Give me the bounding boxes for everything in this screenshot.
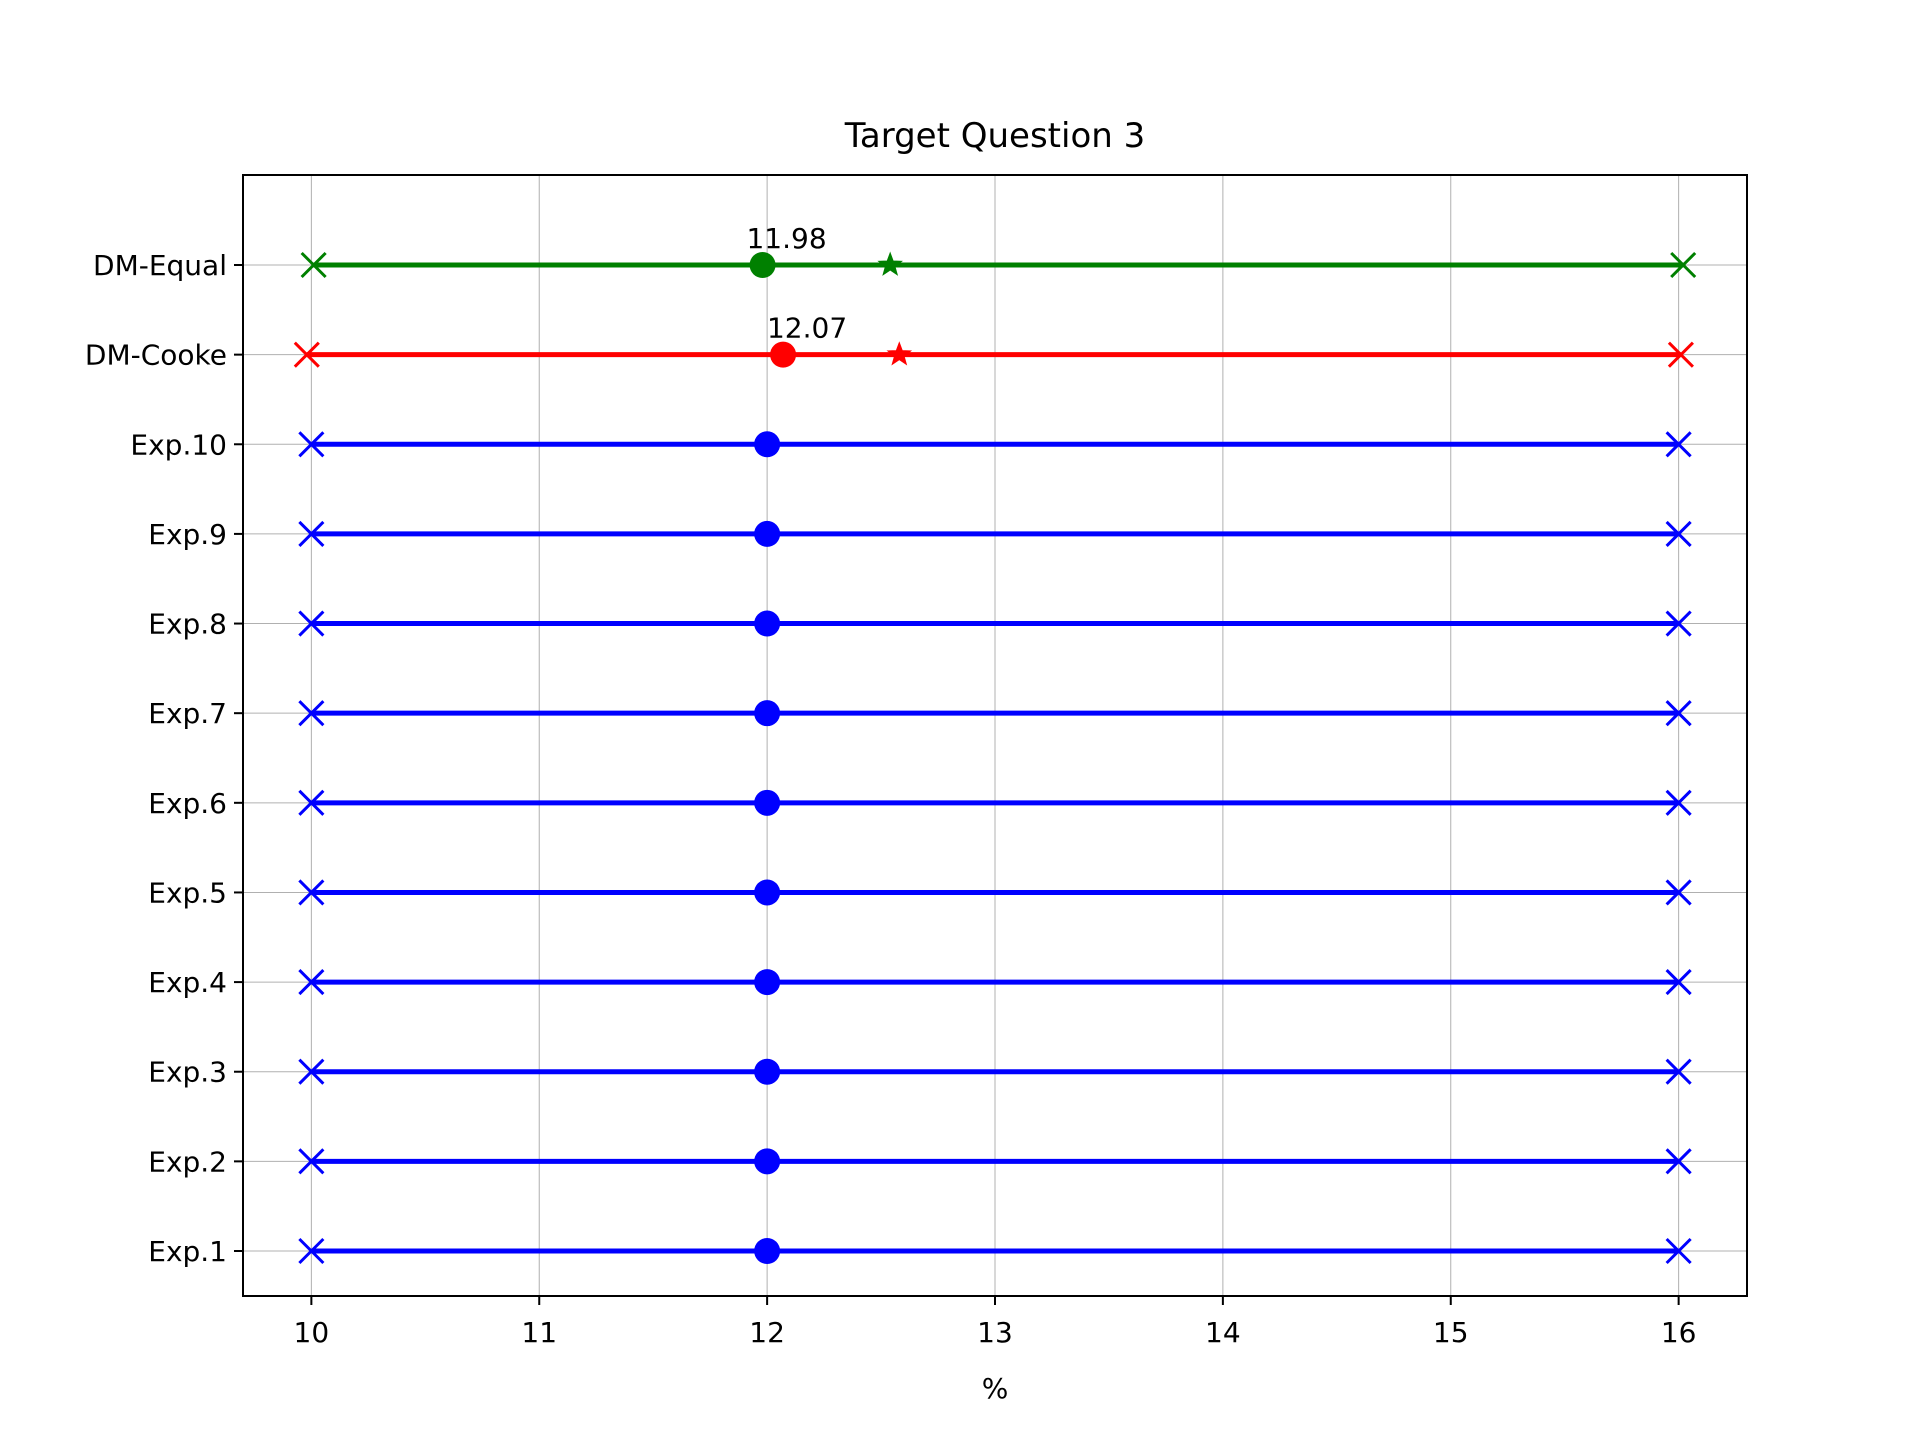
x-axis-label: %	[982, 1372, 1009, 1405]
x-marker	[1665, 520, 1692, 547]
x-marker	[1665, 700, 1692, 727]
series-row: 12.07	[293, 312, 1694, 368]
x-marker	[298, 1237, 325, 1265]
series-row	[298, 610, 1692, 637]
x-marker	[298, 700, 325, 727]
median-point	[754, 1058, 781, 1085]
x-tick-label: 11	[521, 1316, 557, 1349]
x-marker	[1665, 610, 1692, 637]
series-row	[298, 520, 1692, 547]
median-point	[754, 610, 781, 637]
series-row	[298, 789, 1692, 816]
x-marker	[298, 789, 325, 816]
y-tick-label: Exp.9	[148, 518, 227, 551]
x-marker	[298, 879, 325, 906]
series-row	[298, 431, 1692, 458]
x-marker	[1667, 341, 1694, 368]
x-marker	[298, 1058, 325, 1085]
x-marker	[1665, 879, 1692, 906]
x-tick-label: 16	[1661, 1316, 1697, 1349]
y-tick-label: Exp.7	[148, 697, 227, 730]
series-row	[298, 879, 1692, 906]
series-row	[298, 700, 1692, 727]
x-marker	[1665, 1058, 1692, 1085]
x-tick-label: 12	[749, 1316, 785, 1349]
y-tick-label: Exp.1	[148, 1235, 227, 1268]
series-layer: 12.07 11.98	[293, 222, 1697, 1265]
plot-frame	[242, 174, 1748, 1297]
series-row	[298, 1148, 1692, 1175]
x-marker	[1665, 1148, 1692, 1175]
y-tick-label: DM-Equal	[93, 249, 227, 282]
series-row: 11.98	[300, 222, 1697, 279]
series-row	[298, 1237, 1692, 1265]
x-marker	[1665, 969, 1692, 996]
median-point	[754, 879, 781, 906]
y-tick-label: Exp.5	[148, 876, 227, 909]
x-tick-label: 13	[977, 1316, 1013, 1349]
x-tick-label: 10	[294, 1316, 330, 1349]
x-marker	[1670, 251, 1697, 279]
median-point	[754, 700, 781, 727]
median-point	[754, 431, 781, 458]
median-data-label: 12.07	[767, 312, 847, 345]
median-point	[754, 1148, 781, 1175]
y-tick-label: Exp.8	[148, 608, 227, 641]
x-marker	[1665, 1237, 1692, 1265]
chart-title: Target Question 3	[844, 116, 1146, 156]
axes: 10 11 12 13 14 15 16 Exp.1 Exp.2 Exp.3 Exp.4 Exp.5 E…	[85, 174, 1748, 1349]
y-tick-label: Exp.10	[130, 428, 227, 461]
x-marker	[298, 1148, 325, 1175]
median-point	[754, 520, 781, 547]
x-marker	[298, 431, 325, 458]
y-tick-label: Exp.3	[148, 1056, 227, 1089]
x-marker	[298, 969, 325, 996]
median-point	[749, 252, 776, 278]
mean-star-marker	[877, 251, 903, 276]
grid	[243, 175, 1747, 1296]
x-tick-label: 15	[1433, 1316, 1469, 1349]
x-marker	[300, 251, 327, 279]
y-tick-label: Exp.4	[148, 966, 227, 999]
y-tick-label: DM-Cooke	[85, 339, 227, 372]
x-marker	[1665, 789, 1692, 816]
x-marker	[298, 520, 325, 547]
series-row	[298, 1058, 1692, 1085]
median-point	[754, 969, 781, 996]
x-marker	[1665, 431, 1692, 458]
median-point	[754, 789, 781, 816]
mean-star-marker	[886, 341, 913, 366]
x-tick-label: 14	[1205, 1316, 1241, 1349]
y-tick-label: Exp.2	[148, 1145, 227, 1178]
median-point	[770, 341, 797, 368]
x-marker	[298, 610, 325, 637]
y-tick-label: Exp.6	[148, 787, 227, 820]
median-data-label: 11.98	[746, 222, 826, 255]
median-point	[754, 1238, 781, 1264]
series-row	[298, 969, 1692, 996]
x-marker	[293, 341, 320, 368]
